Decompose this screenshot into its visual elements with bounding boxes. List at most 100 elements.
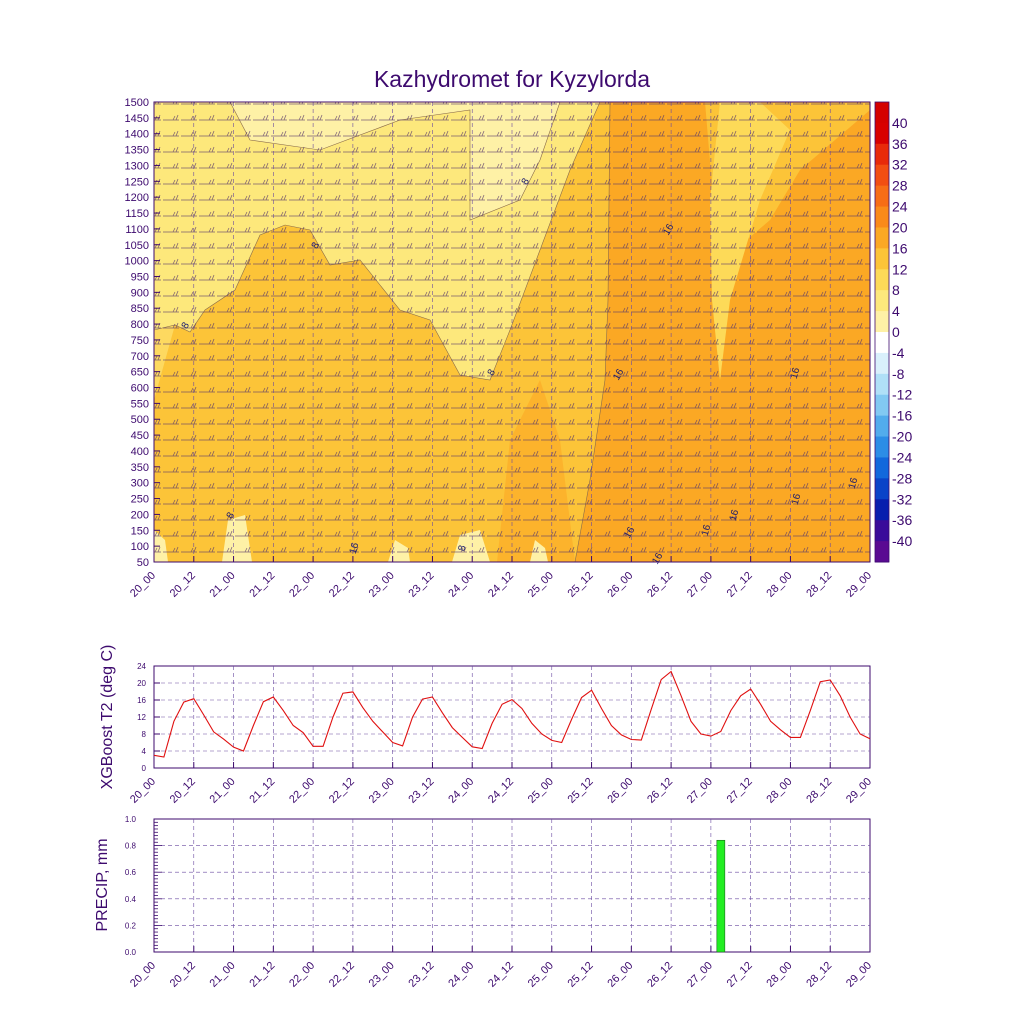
x-tick-label: 25_00 [526, 570, 556, 600]
colorbar-label: -16 [892, 408, 912, 424]
colorbar-label: -12 [892, 387, 912, 403]
x-tick-label: 21_12 [247, 776, 277, 806]
y-tick-label: 200 [131, 509, 149, 521]
y-tick-label: 600 [131, 383, 149, 395]
x-tick-label: 28_12 [804, 960, 834, 990]
colorbar-swatch [875, 499, 889, 521]
colorbar-label: -24 [892, 449, 912, 465]
x-tick-label: 27_00 [685, 570, 715, 600]
x-tick-label: 23_00 [367, 960, 397, 990]
y-tick-label: 16 [137, 696, 146, 705]
y-tick-label: 1400 [125, 129, 149, 141]
colorbar-label: 24 [892, 199, 908, 215]
x-tick-label: 28_00 [764, 960, 794, 990]
y-tick-label: 350 [131, 462, 149, 474]
y-tick-label: 0.4 [125, 895, 137, 904]
x-tick-label: 21_00 [208, 776, 238, 806]
colorbar-swatch [875, 143, 889, 166]
x-tick-label: 29_00 [844, 776, 874, 806]
x-tick-label: 24_00 [446, 960, 476, 990]
t2-y-axis: 0 4 8 12 16 20 24 [137, 662, 160, 773]
colorbar-label: 12 [892, 261, 908, 277]
t2-grid [154, 666, 870, 768]
contour-label: 16 [728, 508, 742, 522]
x-tick-label: 26_00 [605, 570, 635, 600]
contour-label: 8 [486, 367, 499, 378]
contour-label: 16 [790, 492, 804, 506]
x-tick-label: 23_00 [367, 776, 397, 806]
x-tick-label: 25_12 [566, 776, 596, 806]
colorbar-swatch [875, 269, 889, 291]
contour-label: 16 [348, 541, 362, 555]
y-tick-label: 150 [131, 525, 149, 537]
contour-label: 8 [225, 510, 238, 521]
y-tick-label: 0.8 [125, 842, 137, 851]
colorbar-label: -32 [892, 491, 912, 507]
colorbar-swatch [875, 206, 889, 228]
x-tick-label: 20_00 [128, 776, 158, 806]
y-tick-label: 1200 [125, 192, 149, 204]
x-tick-label: 27_12 [725, 570, 755, 600]
y-tick-label: 20 [137, 679, 146, 688]
x-tick-label: 21_00 [208, 960, 238, 990]
x-tick-label: 25_12 [566, 960, 596, 990]
x-tick-label: 21_12 [247, 570, 277, 600]
colorbar-label: 40 [892, 115, 908, 131]
y-tick-label: 500 [131, 414, 149, 426]
contour-label: 8 [457, 544, 469, 553]
contour-label: 8 [180, 320, 193, 331]
y-tick-label: 750 [131, 335, 149, 347]
y-tick-label: 1250 [125, 176, 149, 188]
y-tick-label: 0.6 [125, 868, 137, 877]
cs-y-axis: 50 100 150 200 250 300 350 400 450 500 550 600 650 70… [125, 97, 160, 569]
colorbar-swatch [875, 352, 889, 375]
contour-labels: 8 8 8 8 16 8 16 16 16 16 16 16 16 16 16 … [180, 176, 861, 566]
x-tick-label: 28_12 [804, 570, 834, 600]
x-tick-label: 24_12 [486, 776, 516, 806]
colorbar-label: 4 [892, 303, 900, 319]
x-tick-label: 26_00 [605, 960, 635, 990]
x-tick-label: 23_00 [367, 570, 397, 600]
x-tick-label: 28_12 [804, 776, 834, 806]
x-tick-label: 27_00 [685, 776, 715, 806]
cross-section-panel: 8 8 8 8 16 8 16 16 16 16 16 16 16 16 16 … [125, 97, 875, 600]
y-tick-label: 1000 [125, 256, 149, 268]
y-tick-label: 1150 [125, 208, 149, 220]
colorbar-label: 32 [892, 157, 908, 173]
y-tick-label: 0 [142, 764, 147, 773]
colorbar-frame [874, 101, 890, 563]
colorbar-label: -20 [892, 429, 912, 445]
y-tick-label: 550 [131, 398, 149, 410]
y-tick-label: 0.2 [125, 921, 137, 930]
y-tick-label: 50 [137, 557, 149, 569]
colorbar-swatch [875, 122, 889, 145]
y-tick-label: 1500 [125, 97, 149, 109]
y-tick-label: 100 [131, 541, 149, 553]
contour-label: 8 [520, 176, 533, 187]
contour-label: 16 [622, 525, 637, 541]
y-tick-label: 450 [131, 430, 149, 442]
t2-x-axis: 20_00 20_12 21_00 21_12 22_00 22_12 23_00 23_12… [128, 762, 874, 806]
colorbar-swatch [875, 332, 889, 354]
x-tick-label: 22_00 [287, 776, 317, 806]
precip-bar [716, 839, 726, 953]
colorbar-swatch [875, 436, 889, 458]
x-tick-label: 25_00 [526, 776, 556, 806]
x-tick-label: 22_12 [327, 776, 357, 806]
colorbar-label: 20 [892, 219, 908, 235]
x-tick-label: 20_12 [168, 570, 198, 600]
contour-label: 16 [661, 222, 676, 238]
colorbar-label: -40 [892, 533, 912, 549]
x-tick-label: 23_12 [406, 776, 436, 806]
x-tick-label: 22_12 [327, 570, 357, 600]
colorbar-label: -8 [892, 366, 905, 382]
colorbar-label: 36 [892, 136, 908, 152]
y-tick-label: 900 [131, 287, 149, 299]
colorbar-swatch [875, 520, 889, 542]
y-tick-label: 800 [131, 319, 149, 331]
temperature-colorbar: 4036322824201612840-4-8-12-16-20-24-28-3… [874, 101, 912, 563]
y-tick-label: 8 [142, 730, 147, 739]
x-tick-label: 28_00 [764, 570, 794, 600]
t2-y-axis-label: XGBoost T2 (deg C) [99, 645, 116, 790]
colorbar-swatch [875, 227, 889, 249]
